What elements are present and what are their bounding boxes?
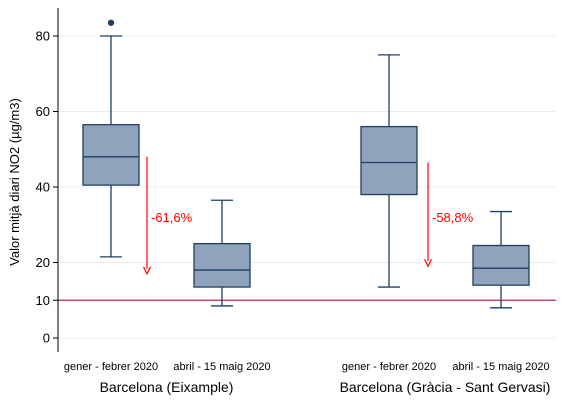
boxplots bbox=[82, 19, 530, 309]
y-tick-label: 0 bbox=[43, 331, 50, 346]
reference-line-label: 10 bbox=[36, 293, 50, 308]
iqr-box bbox=[82, 124, 140, 186]
category-label: gener - febrer 2020 bbox=[342, 361, 436, 373]
gridlines bbox=[58, 35, 556, 339]
category-label: gener - febrer 2020 bbox=[64, 361, 158, 373]
outlier-point bbox=[107, 19, 115, 26]
iqr-box bbox=[360, 125, 418, 196]
y-axis: 0 20 40 60 80 bbox=[36, 8, 59, 352]
iqr-box bbox=[193, 242, 251, 288]
y-tick-label: 60 bbox=[36, 104, 50, 119]
group-label: Barcelona (Gràcia - Sant Gervasi) bbox=[340, 379, 551, 395]
change-percent-label: -58,8% bbox=[432, 210, 474, 225]
y-tick-label: 40 bbox=[36, 180, 50, 195]
group-label: Barcelona (Eixample) bbox=[100, 379, 234, 395]
y-tick-label: 20 bbox=[36, 255, 50, 270]
y-tick-label: 80 bbox=[36, 29, 50, 44]
category-label: abril - 15 maig 2020 bbox=[452, 361, 549, 373]
change-arrow-head bbox=[142, 266, 152, 276]
y-axis-label: Valor mitjà diari NO2 (µg/m3) bbox=[7, 98, 22, 266]
category-label: abril - 15 maig 2020 bbox=[173, 361, 270, 373]
category-labels: gener - febrer 2020 abril - 15 maig 2020 B… bbox=[64, 361, 551, 395]
reference-line: 10 bbox=[36, 293, 556, 308]
iqr-box bbox=[472, 244, 530, 286]
change-arrow-head bbox=[423, 259, 433, 268]
change-percent-label: -61,6% bbox=[151, 210, 193, 225]
change-annotations: -61,6% -58,8% bbox=[142, 156, 474, 276]
